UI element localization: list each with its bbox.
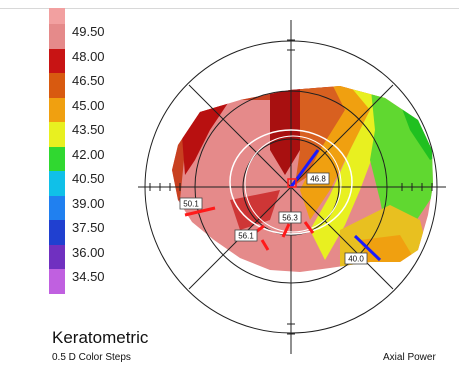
axis-ticks [149, 39, 433, 335]
value-label: 46.8 [306, 172, 330, 185]
meridian-56-3 [303, 221, 315, 234]
corneal-map-field [172, 86, 433, 272]
value-label: 56.3 [278, 211, 302, 224]
scale-swatch [49, 122, 65, 147]
value-label: 50.1 [179, 197, 203, 210]
value-label-text: 50.1 [183, 200, 199, 209]
value-label-text: 56.1 [238, 232, 254, 241]
scale-swatch [49, 220, 65, 245]
scale-label: 43.50 [72, 122, 105, 137]
scale-label: 49.50 [72, 24, 105, 39]
scale-swatch [49, 146, 65, 171]
flat-meridian-1 [353, 234, 382, 262]
value-label: 40.0 [344, 252, 368, 265]
top-divider [0, 8, 459, 9]
value-label-text: 46.8 [310, 175, 326, 184]
scale-swatch [49, 48, 65, 73]
scale-swatch [49, 73, 65, 98]
meridian-50-1b [260, 239, 270, 251]
scale-swatch [49, 171, 65, 196]
center-marker [287, 178, 297, 188]
scale-label: 39.00 [72, 195, 105, 211]
map-type-label: Axial Power [383, 352, 436, 363]
scale-swatch [49, 24, 65, 49]
scale-label: 34.50 [72, 269, 105, 284]
value-labels: 50.1 56.1 56.3 46.8 40.0 [179, 172, 368, 265]
scale-label: 45.00 [72, 97, 105, 113]
scale-label: 42.00 [72, 146, 105, 162]
scale-label: 40.50 [72, 171, 105, 186]
value-label: 56.1 [234, 229, 258, 242]
pupil-outlines [229, 129, 353, 235]
scale-label: 37.50 [72, 220, 105, 235]
scale-swatch [49, 244, 65, 269]
scale-label: 48.00 [72, 48, 105, 64]
scale-swatch-top [49, 8, 65, 24]
meridian-50-1 [184, 206, 216, 217]
scale-swatch [49, 195, 65, 220]
value-label-text: 40.0 [348, 255, 364, 264]
color-steps-label: 0.5 D Color Steps [52, 352, 131, 363]
scale-label: 46.50 [72, 73, 105, 88]
meridian-56-3b [281, 223, 291, 238]
scale-swatch [49, 269, 65, 294]
meridians [184, 149, 382, 262]
scale-label: 36.00 [72, 244, 105, 260]
scale-swatch [49, 97, 65, 122]
value-label-text: 56.3 [282, 214, 298, 223]
calculation-mode-label: Keratometric [52, 328, 149, 347]
